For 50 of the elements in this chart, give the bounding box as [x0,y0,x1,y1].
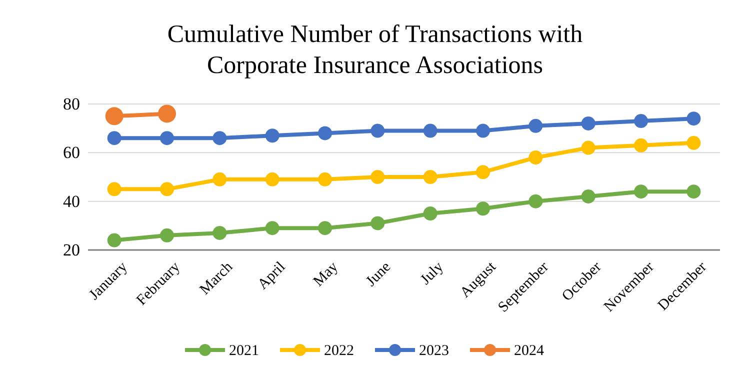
point [423,206,438,220]
x-tick-label: July [418,258,448,288]
point [581,140,596,155]
x-tick-label: June [363,258,394,290]
point [634,138,648,152]
y-tick-label: 60 [63,143,80,162]
point [212,226,227,240]
point [476,124,490,138]
point [107,182,122,196]
point [528,194,543,208]
point [107,233,122,248]
legend-label: 2022 [324,343,354,359]
point [212,131,227,146]
point [370,124,385,138]
point [212,172,227,186]
point [423,170,438,184]
point [581,189,596,204]
point [265,172,280,186]
point [528,118,543,133]
point [265,221,280,236]
point [160,131,174,146]
y-tick-label: 80 [63,94,80,114]
point [160,182,174,196]
point [476,202,490,216]
point [160,228,174,242]
point [423,124,438,138]
legend-label: 2023 [419,343,449,359]
y-tick-label: 40 [63,192,80,211]
point [686,112,701,126]
legend-label: 2021 [229,343,259,359]
point [686,184,701,199]
point [318,221,332,236]
point [686,136,701,150]
point [370,216,385,230]
point [318,126,332,140]
point [105,107,124,126]
y-tick-label: 20 [63,240,80,260]
x-tick-label: May [310,258,342,290]
point [107,131,122,146]
legend-label: 2024 [514,343,544,359]
point [634,184,648,199]
point [528,150,543,165]
point [476,165,490,180]
point [158,104,176,123]
point [318,172,332,186]
chart-title: Cumulative Number of Transactions with Corporate Insurance Associations [167,21,584,79]
point [634,114,648,128]
point [265,128,280,143]
point [581,116,596,130]
point [370,170,385,184]
